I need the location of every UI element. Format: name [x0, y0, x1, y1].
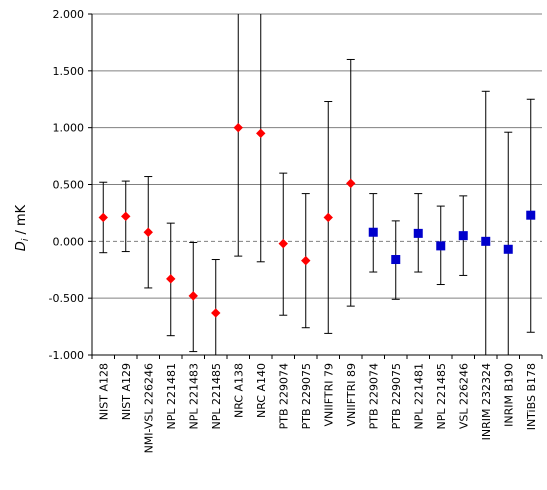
x-tick-label: INRIM 232324: [480, 363, 493, 440]
x-tick-label: PTB 229075: [300, 363, 313, 429]
data-point-square: [413, 228, 423, 238]
data-point-square: [458, 231, 468, 241]
x-tick-label: NPL 221485: [435, 363, 448, 429]
data-point-square: [391, 255, 401, 265]
x-tick-label: NPL 221483: [187, 363, 200, 429]
x-tick-label: NMI-VSL 226246: [142, 363, 155, 453]
data-point-diamond: [188, 291, 198, 301]
y-axis-symbol: D: [14, 241, 29, 251]
data-point-square: [503, 244, 513, 254]
x-tick-label: PTB 229075: [390, 363, 403, 429]
y-axis-subscript: i: [21, 238, 31, 241]
data-point-square: [481, 236, 491, 246]
y-tick-label: 0.000: [53, 235, 85, 248]
data-point-square: [526, 210, 536, 220]
data-point-diamond: [166, 274, 176, 284]
data-point-diamond: [121, 211, 131, 222]
x-tick-label: PTB 229074: [367, 363, 380, 429]
x-tick-label: NRC A140: [255, 363, 268, 418]
y-tick-label: -0.500: [49, 292, 84, 305]
y-tick-label: 1.000: [53, 122, 85, 135]
data-point-diamond: [301, 255, 311, 266]
data-point-square: [436, 241, 446, 251]
y-tick-label: -1.000: [49, 349, 84, 362]
x-tick-label: VNIIFTRI 79: [322, 363, 335, 426]
y-tick-label: 2.000: [53, 8, 85, 21]
x-tick-label: NIST A128: [97, 363, 110, 420]
data-point-diamond: [211, 308, 221, 318]
x-tick-label: NRC A138: [232, 363, 245, 418]
data-point-diamond: [278, 238, 288, 249]
x-tick-label: PTB 229074: [277, 363, 290, 429]
y-tick-label: 0.500: [53, 179, 85, 192]
data-point-diamond: [323, 212, 333, 223]
x-tick-label: NPL 221485: [210, 363, 223, 429]
x-tick-label: INRIM B190: [502, 363, 515, 427]
x-tick-label: NPL 221481: [412, 363, 425, 429]
y-tick-label: 1.500: [53, 65, 85, 78]
x-tick-label: VSL 226246: [457, 363, 470, 429]
data-point-square: [368, 227, 378, 237]
data-point-diamond: [98, 212, 108, 223]
data-point-diamond: [256, 128, 266, 139]
y-axis-unit: / mK: [14, 204, 29, 238]
data-point-diamond: [233, 122, 243, 133]
y-axis-title: Di / mK: [14, 204, 31, 251]
data-point-diamond: [346, 178, 356, 189]
x-tick-label: VNIIFTRI 89: [345, 363, 358, 426]
data-point-diamond: [143, 227, 153, 237]
x-tick-label: NPL 221481: [165, 363, 178, 429]
x-tick-label: INTiBS B178: [525, 363, 538, 430]
x-tick-label: NIST A129: [120, 363, 133, 420]
